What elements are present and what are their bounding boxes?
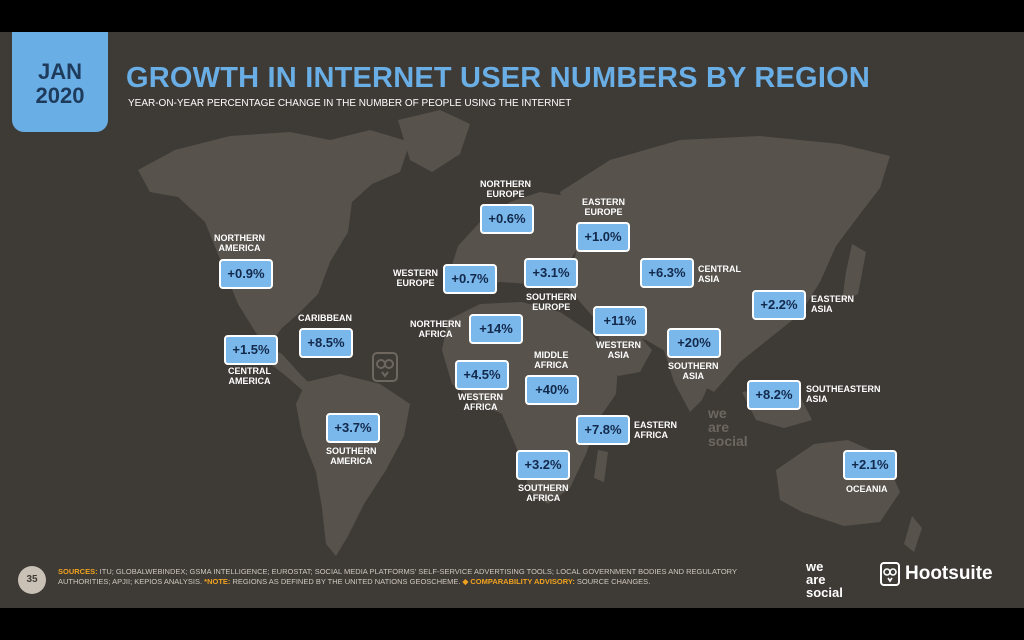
badge-northern-america: +0.9% bbox=[219, 259, 273, 289]
badge-southern-europe: +3.1% bbox=[524, 258, 578, 288]
region-label-southern-america: SOUTHERN AMERICA bbox=[326, 446, 377, 466]
slide: JAN 2020 GROWTH IN INTERNET USER NUMBERS… bbox=[0, 32, 1024, 608]
new-zealand-shape bbox=[904, 516, 922, 552]
region-label-southern-africa: SOUTHERN AFRICA bbox=[518, 483, 569, 503]
badge-southeastern-asia: +8.2% bbox=[747, 380, 801, 410]
region-label-southern-europe: SOUTHERN EUROPE bbox=[526, 292, 577, 312]
region-label-northern-europe: NORTHERN EUROPE bbox=[480, 179, 531, 199]
badge-eastern-asia: +2.2% bbox=[752, 290, 806, 320]
region-label-southeastern-asia: SOUTHEASTERN ASIA bbox=[806, 384, 881, 404]
south-america-shape bbox=[296, 374, 410, 556]
badge-western-africa: +4.5% bbox=[455, 360, 509, 390]
badge-western-asia: +11% bbox=[593, 306, 647, 336]
owl-watermark-icon bbox=[372, 352, 398, 382]
badge-middle-africa: +40% bbox=[525, 375, 579, 405]
date-month: JAN bbox=[37, 59, 82, 84]
arabia-shape bbox=[596, 324, 652, 376]
page-title: GROWTH IN INTERNET USER NUMBERS BY REGIO… bbox=[126, 62, 870, 94]
date-badge: JAN 2020 bbox=[12, 32, 108, 132]
badge-eastern-europe: +1.0% bbox=[576, 222, 630, 252]
region-label-central-asia: CENTRAL ASIA bbox=[698, 264, 741, 284]
badge-central-asia: +6.3% bbox=[640, 258, 694, 288]
region-label-eastern-asia: EASTERN ASIA bbox=[811, 294, 855, 314]
badge-caribbean: +8.5% bbox=[299, 328, 353, 358]
region-label-western-europe: WESTERN EUROPE bbox=[393, 268, 438, 288]
page-number: 35 bbox=[18, 566, 46, 594]
region-label-eastern-europe: EASTERN EUROPE bbox=[582, 197, 626, 217]
we-are-social-logo: we are social bbox=[806, 559, 843, 600]
hootsuite-logo: Hootsuite bbox=[880, 562, 993, 586]
badge-western-europe: +0.7% bbox=[443, 264, 497, 294]
madagascar-shape bbox=[594, 450, 608, 482]
japan-shape bbox=[842, 244, 866, 302]
badge-northern-africa: +14% bbox=[469, 314, 523, 344]
region-label-caribbean: CARIBBEAN bbox=[298, 313, 352, 323]
badge-oceania: +2.1% bbox=[843, 450, 897, 480]
region-label-northern-america: NORTHERN AMERICA bbox=[214, 233, 265, 253]
region-label-middle-africa: MIDDLE AFRICA bbox=[534, 350, 569, 370]
page-subtitle: YEAR-ON-YEAR PERCENTAGE CHANGE IN THE NU… bbox=[128, 98, 572, 109]
badge-southern-asia: +20% bbox=[667, 328, 721, 358]
badge-southern-africa: +3.2% bbox=[516, 450, 570, 480]
we-are-social-watermark: we are social bbox=[708, 405, 748, 449]
region-label-oceania: OCEANIA bbox=[846, 484, 888, 494]
region-label-central-america: CENTRAL AMERICA bbox=[228, 366, 271, 386]
badge-northern-europe: +0.6% bbox=[480, 204, 534, 234]
region-label-eastern-africa: EASTERN AFRICA bbox=[634, 420, 678, 440]
region-label-southern-asia: SOUTHERN ASIA bbox=[668, 361, 719, 381]
india-shape bbox=[664, 344, 716, 412]
region-label-western-africa: WESTERN AFRICA bbox=[458, 392, 503, 412]
region-label-western-asia: WESTERN ASIA bbox=[596, 340, 641, 360]
north-america-shape bbox=[138, 130, 410, 346]
greenland-shape bbox=[398, 110, 470, 172]
badge-southern-america: +3.7% bbox=[326, 413, 380, 443]
badge-central-america: +1.5% bbox=[224, 335, 278, 365]
owl-icon bbox=[880, 562, 900, 586]
badge-eastern-africa: +7.8% bbox=[576, 415, 630, 445]
region-label-northern-africa: NORTHERN AFRICA bbox=[410, 319, 461, 339]
sources-text: SOURCES: ITU; GLOBALWEBINDEX; GSMA INTEL… bbox=[58, 567, 737, 586]
date-year: 2020 bbox=[35, 83, 85, 108]
